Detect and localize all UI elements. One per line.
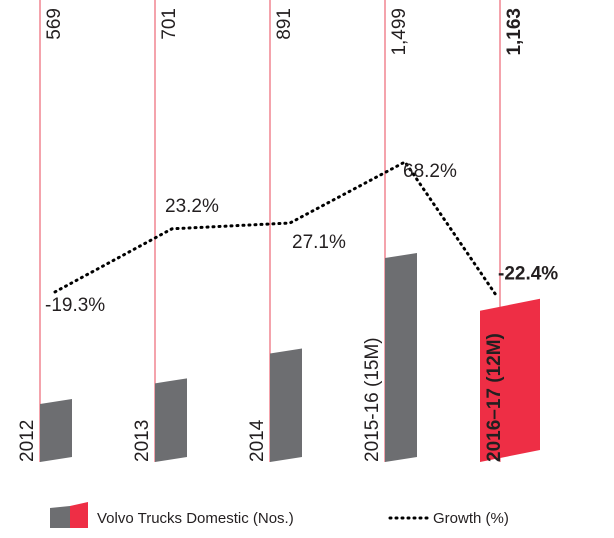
bar [40, 399, 72, 462]
value-label: 1,163 [504, 8, 525, 56]
category-label: 2016–17 (12M) [484, 333, 505, 462]
value-label: 1,499 [389, 8, 410, 56]
legend-swatch [70, 502, 88, 528]
category-label: 2014 [247, 419, 268, 462]
bar [270, 348, 302, 462]
category-label: 2013 [132, 420, 153, 462]
legend-label: Growth (%) [433, 510, 509, 527]
growth-label: 23.2% [165, 196, 219, 217]
bar [480, 298, 540, 462]
category-label: 2012 [17, 420, 38, 462]
value-label: 701 [159, 8, 180, 40]
legend-label: Volvo Trucks Domestic (Nos.) [97, 510, 294, 527]
growth-label: -22.4% [498, 264, 558, 285]
bar [385, 253, 417, 462]
value-label: 891 [274, 8, 295, 40]
growth-label: -19.3% [45, 295, 105, 316]
growth-label: 27.1% [292, 232, 346, 253]
bar [155, 378, 187, 462]
category-label: 2015-16 (15M) [362, 337, 383, 462]
value-label: 569 [44, 8, 65, 40]
growth-label: 68.2% [403, 161, 457, 182]
growth-line [53, 159, 499, 299]
legend-swatch [50, 506, 70, 528]
